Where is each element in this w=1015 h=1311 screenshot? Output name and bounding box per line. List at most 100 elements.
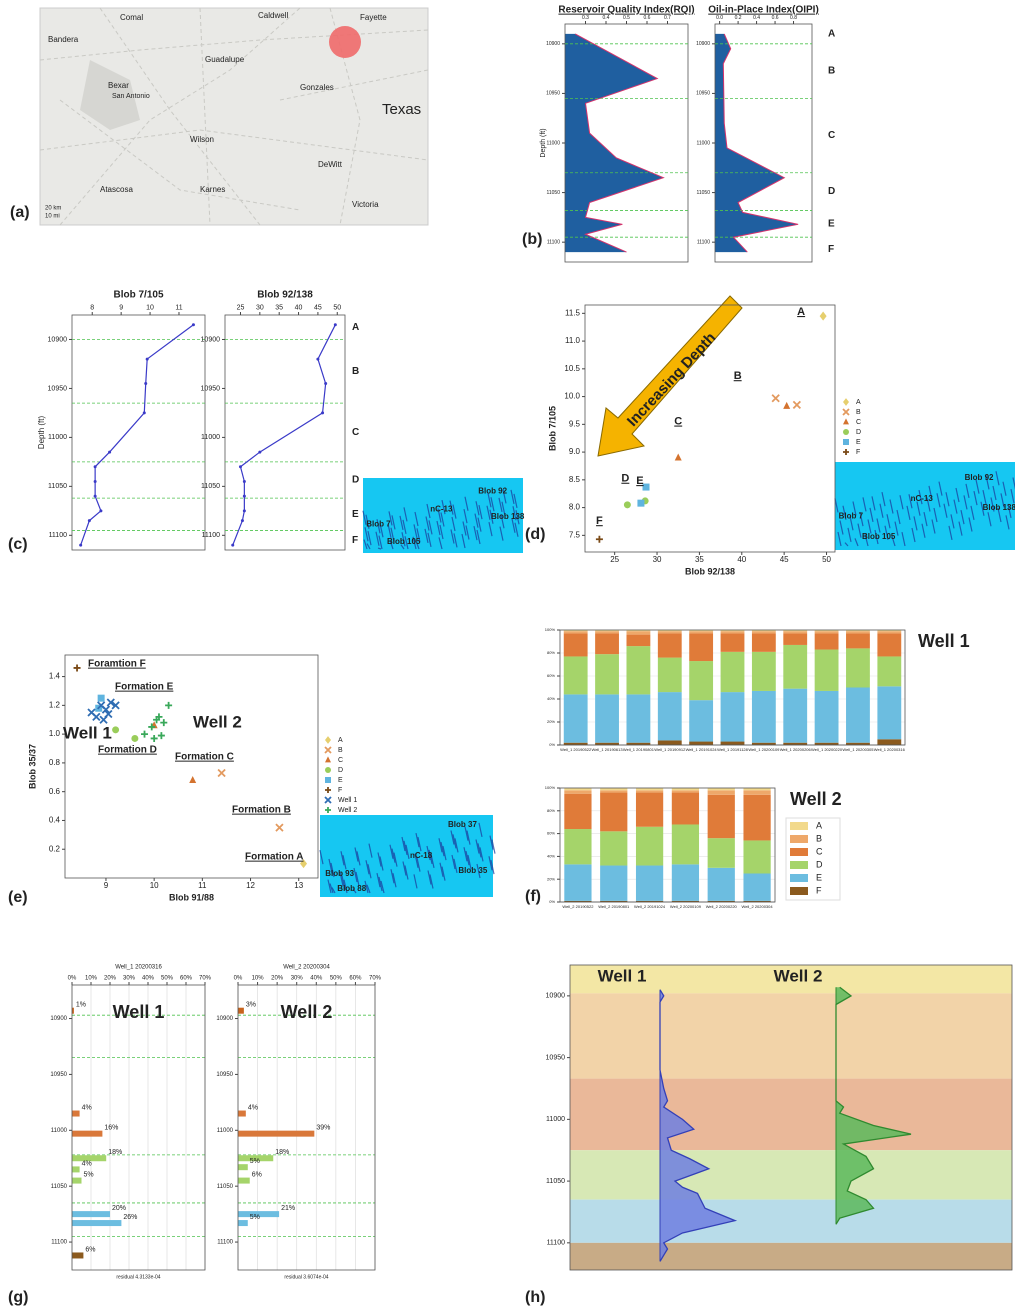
legend-marker — [843, 449, 849, 455]
map-scale: 10 mi — [45, 214, 60, 220]
y-tick-label: 80% — [547, 808, 555, 813]
legend-label: F — [816, 885, 822, 895]
legend-label: E — [338, 777, 343, 784]
series-label: Well 1 — [598, 966, 647, 985]
inset-label: Blob 88 — [337, 884, 366, 893]
x-tick-label: 12 — [246, 881, 255, 890]
value-label: 3% — [246, 1002, 256, 1009]
annotation: Well 1 — [113, 1002, 165, 1022]
legend-label: C — [816, 846, 823, 856]
data-point — [151, 735, 158, 742]
x-tick-label: 0.7 — [664, 15, 671, 21]
data-point — [141, 731, 148, 738]
x-tick-label: 50% — [161, 976, 174, 982]
y-tick-label: 1.4 — [49, 672, 61, 681]
bar-segment — [636, 790, 663, 792]
profile-point — [321, 411, 324, 414]
y-tick-label: 10900 — [48, 336, 68, 343]
y-tick-label: 7.5 — [569, 530, 581, 539]
x-tick-label: 45 — [780, 555, 789, 564]
legend-label: A — [856, 399, 861, 406]
y-axis-label: Blob 35/37 — [27, 744, 37, 789]
x-tick-label: Well_1 20200206 — [780, 747, 812, 752]
data-point — [783, 402, 790, 409]
x-tick-label: Well_1 20190613 — [592, 747, 624, 752]
bar-segment — [658, 692, 682, 740]
y-tick-label: 40% — [547, 853, 555, 858]
zone-label: F — [352, 535, 358, 546]
x-tick-label: 0.4 — [603, 15, 610, 21]
value-label: 18% — [275, 1149, 289, 1156]
bar — [72, 1252, 83, 1258]
legend-swatch — [790, 861, 808, 869]
y-tick-label: 11050 — [546, 190, 560, 196]
x-tick-label: 45 — [314, 304, 322, 311]
inset-label: Blob 105 — [862, 532, 896, 541]
bar — [72, 1111, 80, 1117]
bar-segment — [721, 631, 745, 633]
y-tick-label: 11050 — [696, 190, 710, 196]
profile-point — [144, 382, 147, 385]
y-tick-label: 10.0 — [564, 392, 580, 401]
data-point — [98, 695, 105, 702]
bar-segment — [564, 656, 588, 694]
x-tick-label: 8 — [90, 304, 94, 311]
bar-segment — [815, 633, 839, 649]
x-tick-label: 0% — [68, 976, 77, 982]
bar-segment — [752, 633, 776, 651]
chart-title: Well_2 20200304 — [283, 965, 330, 971]
zone-label: B — [352, 366, 359, 377]
map-label: Atascosa — [100, 185, 133, 194]
y-tick-label: 40% — [547, 696, 555, 701]
x-tick-label: 30 — [653, 555, 662, 564]
legend-label: D — [816, 859, 823, 869]
bar-segment — [564, 829, 591, 864]
inset-label: Blob 7 — [366, 520, 391, 529]
bar-segment — [600, 790, 627, 792]
value-label: 39% — [316, 1124, 330, 1131]
chart-title: Reservoir Quality Index(RQI) — [558, 5, 694, 16]
profile-point — [79, 544, 82, 547]
data-point — [74, 664, 81, 671]
bar-segment — [877, 633, 901, 656]
zone-band — [570, 1150, 1012, 1199]
data-point — [93, 713, 100, 720]
x-tick-label: 40% — [310, 976, 323, 982]
legend-swatch — [790, 822, 808, 830]
legend-marker — [843, 418, 849, 424]
x-tick-label: Well_2 20191024 — [634, 904, 666, 909]
bar — [72, 1211, 110, 1217]
bar-segment — [672, 824, 699, 864]
profile-point — [243, 509, 246, 512]
legend-label: B — [338, 747, 343, 754]
data-point — [624, 501, 631, 508]
x-tick-label: Well_1 20200109 — [748, 747, 780, 752]
bar-segment — [595, 631, 619, 633]
bar-segment — [846, 688, 870, 743]
bar-segment — [689, 661, 713, 700]
bar-segment — [636, 827, 663, 866]
panel-label: (a) — [10, 204, 30, 221]
zone-band — [570, 993, 1012, 1078]
legend-label: Well 1 — [338, 797, 357, 804]
y-tick-label: 10.5 — [564, 364, 580, 373]
legend-marker — [325, 767, 331, 773]
bar-segment — [708, 790, 735, 795]
point-annotation: E — [636, 475, 643, 487]
y-tick-label: 11050 — [48, 483, 67, 490]
legend-label: D — [338, 767, 343, 774]
inset-label: Blob 35 — [458, 866, 487, 875]
zone-label: A — [828, 29, 835, 40]
zone-label: E — [828, 218, 835, 229]
point-annotation: B — [734, 370, 742, 382]
bar-segment — [708, 838, 735, 868]
y-tick-label: 1.2 — [49, 700, 61, 709]
legend-label: E — [816, 872, 822, 882]
legend-label: E — [856, 439, 861, 446]
map-label: Texas — [382, 101, 421, 118]
bar-segment — [595, 654, 619, 694]
bar-segment — [564, 631, 588, 633]
bar-segment — [600, 831, 627, 865]
inset-label: Blob 92 — [478, 487, 507, 496]
panel-label: (h) — [525, 1289, 545, 1306]
